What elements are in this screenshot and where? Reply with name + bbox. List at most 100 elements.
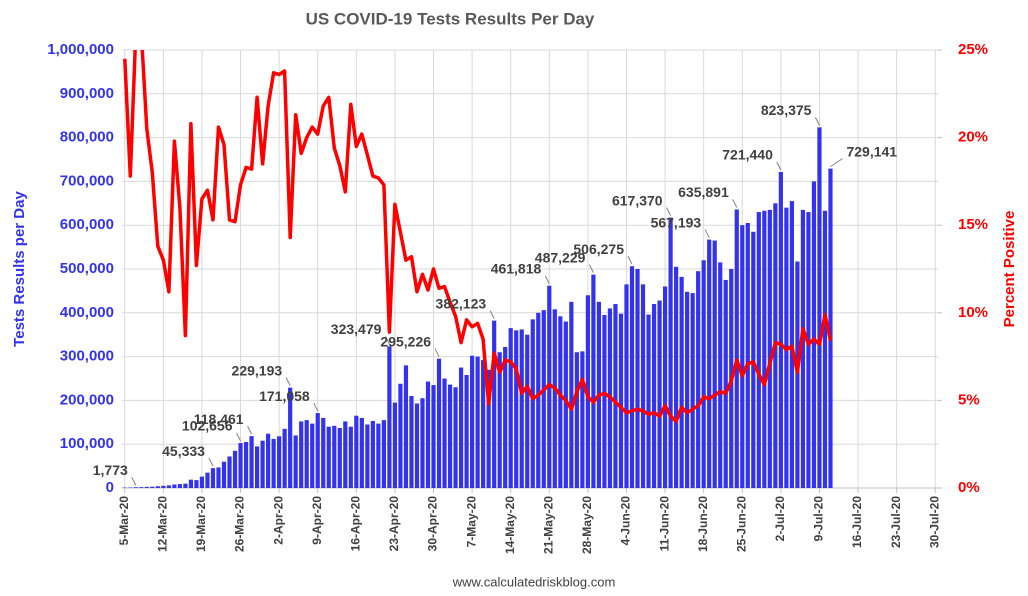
label-leader [285, 377, 291, 386]
bar [718, 262, 723, 488]
line [123, 50, 833, 424]
bar [271, 438, 276, 488]
x-tick-label: 21-May-20 [541, 496, 555, 554]
value-label: 382,123 [436, 295, 487, 311]
bar [321, 417, 326, 488]
bar [624, 284, 629, 488]
bar [177, 484, 182, 488]
bar [249, 436, 254, 488]
bar [343, 421, 348, 488]
y-tick-label: 1,000,000 [47, 41, 114, 58]
bar [591, 274, 596, 488]
bar [282, 428, 287, 488]
bar [221, 461, 227, 488]
label-leader [247, 425, 253, 435]
y2-tick-label: 0% [958, 479, 980, 496]
bar [811, 181, 817, 488]
bar [216, 467, 221, 488]
x-tick-label: 4-Jun-20 [619, 496, 633, 546]
x-tick-label: 16-Jul-20 [850, 496, 864, 548]
bar [210, 468, 216, 488]
bar [817, 127, 822, 488]
bar [266, 433, 271, 488]
bar [481, 360, 486, 488]
bar [762, 210, 767, 488]
bar [172, 484, 177, 488]
label-leader [732, 199, 738, 208]
y2-tick-label: 15% [958, 216, 988, 233]
y-axis-title: Tests Results per Day [11, 191, 28, 347]
x-tick-label: 28-May-20 [580, 496, 594, 554]
value-label: 729,141 [846, 143, 897, 159]
bar [139, 487, 144, 488]
y-tick-label: 300,000 [60, 348, 114, 365]
x-tick-label: 26-Mar-20 [233, 496, 247, 552]
x-tick-label: 23-Jul-20 [889, 496, 903, 548]
label-leader [588, 264, 594, 273]
y2-tick-label: 20% [958, 129, 988, 146]
y-tick-label: 100,000 [60, 435, 114, 452]
bar [800, 209, 806, 488]
bar [674, 266, 679, 488]
x-tick-label: 30-Jul-20 [927, 496, 941, 548]
x-tick-label: 9-Apr-20 [310, 496, 324, 545]
x-tick-label: 9-Jul-20 [812, 496, 826, 542]
value-label: 295,226 [380, 333, 431, 349]
y-tick-label: 400,000 [60, 304, 114, 321]
value-label: 567,193 [651, 214, 702, 230]
y-tick-label: 700,000 [60, 172, 114, 189]
bar [514, 330, 519, 488]
bar [569, 301, 574, 488]
bar [332, 425, 337, 488]
bar [734, 209, 739, 488]
bar [497, 352, 502, 488]
y-tick-label: 600,000 [60, 216, 114, 233]
bar [541, 310, 546, 488]
bar [155, 486, 160, 488]
bar [558, 316, 563, 488]
x-tick-label: 7-May-20 [464, 496, 478, 548]
bar [199, 476, 205, 488]
bar [365, 424, 370, 488]
bar [492, 320, 497, 488]
bar [288, 387, 293, 488]
value-label: 229,193 [232, 362, 283, 378]
bar [447, 384, 453, 488]
bar [828, 168, 833, 488]
bar [161, 485, 166, 488]
y2-axis-title: Percent Positive [1001, 211, 1018, 328]
bar [563, 321, 568, 488]
bar [194, 480, 199, 488]
bar [657, 300, 662, 488]
bar [618, 313, 624, 488]
bar [277, 436, 282, 488]
x-tick-label: 5-Mar-20 [117, 496, 131, 546]
bar [310, 423, 315, 488]
x-tick-label: 19-Mar-20 [194, 496, 208, 552]
bar [354, 415, 359, 488]
bar [668, 217, 673, 488]
bar [629, 266, 635, 488]
x-tick-label: 25-Jun-20 [734, 496, 748, 552]
x-tick-label: 18-Jun-20 [696, 496, 710, 552]
bar [183, 483, 188, 488]
bar [651, 304, 657, 488]
bar [696, 271, 701, 488]
bar [304, 420, 309, 488]
bar [458, 367, 464, 488]
label-leader [236, 432, 241, 442]
label-leader [434, 348, 440, 357]
bar [486, 369, 491, 488]
bar [453, 387, 458, 488]
bar [640, 284, 646, 488]
chart-title: US COVID-19 Tests Results Per Day [306, 9, 595, 28]
bar [806, 212, 811, 488]
bar [403, 365, 409, 488]
y2-tick-label: 5% [958, 391, 980, 408]
bar [337, 427, 342, 488]
value-label: 487,229 [535, 249, 586, 265]
y2-tick-label: 10% [958, 304, 988, 321]
bar [613, 304, 618, 488]
y-tick-label: 200,000 [60, 391, 114, 408]
bar [519, 329, 524, 488]
